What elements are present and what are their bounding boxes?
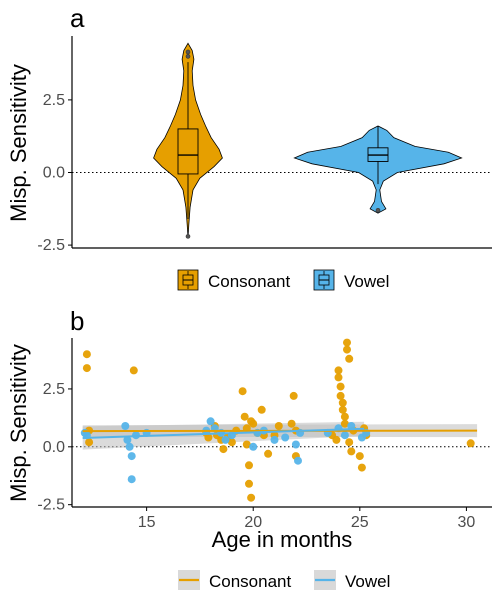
panel-a-legend: Consonant Vowel (177, 269, 389, 291)
data-point-consonant (82, 350, 91, 359)
panel-b-x-tick-label: 25 (351, 514, 369, 531)
data-point-consonant (287, 419, 296, 428)
data-point-vowel (127, 452, 136, 461)
data-point-consonant (334, 373, 343, 382)
data-point-vowel (270, 435, 279, 444)
data-point-consonant (466, 439, 475, 448)
panel-b-letter: b (70, 306, 84, 336)
panel-a-y-tick-label: -2.5 (37, 237, 65, 254)
data-point-consonant (357, 463, 366, 472)
data-point-consonant (219, 445, 228, 454)
data-point-consonant (82, 364, 91, 373)
data-point-consonant (204, 433, 213, 442)
trend-line-vowel (82, 427, 365, 440)
legend-b-consonant-label: Consonant (209, 572, 292, 591)
data-point-consonant (289, 391, 298, 400)
data-point-consonant (257, 405, 266, 414)
data-point-consonant (245, 479, 253, 488)
data-point-vowel (291, 440, 300, 449)
data-point-vowel (281, 433, 290, 442)
data-point-vowel (123, 435, 132, 444)
data-point-consonant (264, 449, 273, 458)
data-point-consonant (338, 398, 347, 407)
data-point-consonant (336, 391, 345, 400)
boxplot-outlier-vowel (375, 207, 381, 213)
panel-b-legend: Consonant Vowel (178, 570, 390, 591)
panel-b-plot: -2.5 0.0 2.5 15 20 25 30 (37, 338, 492, 531)
panel-a-y-axis-title: Misp. Sensitivity (6, 64, 31, 222)
legend-a-consonant-label: Consonant (208, 272, 291, 291)
data-point-consonant (245, 461, 253, 470)
data-point-vowel (127, 475, 136, 484)
data-point-consonant (242, 440, 251, 449)
data-point-vowel (347, 422, 356, 430)
panel-b-x-tick-label: 15 (138, 514, 156, 531)
data-point-vowel (125, 442, 134, 451)
legend-b-vowel-label: Vowel (345, 572, 390, 591)
boxplot-box-consonant (177, 128, 199, 175)
data-point-consonant (129, 366, 138, 375)
data-point-consonant (227, 438, 236, 447)
data-point-consonant (345, 354, 354, 363)
data-point-consonant (85, 438, 94, 447)
panel-a-letter: a (70, 3, 85, 33)
data-point-vowel (121, 422, 130, 430)
data-point-consonant (332, 435, 341, 444)
data-point-consonant (238, 387, 247, 396)
data-point-consonant (343, 338, 351, 347)
data-point-consonant (247, 493, 256, 502)
data-point-consonant (336, 382, 345, 391)
data-point-consonant (340, 419, 349, 428)
data-point-consonant (274, 422, 283, 430)
data-point-consonant (347, 447, 356, 456)
data-point-consonant (345, 438, 354, 447)
panel-b-y-tick-label: 2.5 (43, 381, 65, 398)
panel-b-y-tick-label: 0.0 (43, 439, 65, 456)
panel-b-x-tick-label: 20 (244, 514, 262, 531)
data-point-consonant (355, 452, 364, 461)
boxplot-outlier-consonant (185, 49, 191, 55)
data-point-vowel (294, 456, 302, 465)
data-point-consonant (340, 412, 349, 421)
panel-b-x-tick-label: 30 (458, 514, 476, 531)
boxplot-outlier-consonant (185, 234, 191, 239)
panel-a-y-tick-label: 0.0 (43, 164, 65, 181)
data-point-vowel (249, 442, 258, 451)
panel-b-y-tick-label: -2.5 (37, 497, 65, 514)
panel-b-y-axis-title: Misp. Sensitivity (6, 344, 31, 502)
legend-a-vowel-label: Vowel (344, 272, 389, 291)
data-point-vowel (221, 435, 230, 444)
boxplot-outlier-consonant (185, 54, 191, 59)
data-point-consonant (249, 419, 258, 428)
panel-b-x-axis-title: Age in months (212, 527, 353, 552)
data-point-consonant (240, 412, 249, 421)
data-point-vowel (340, 431, 349, 440)
panel-a-y-tick-label: 2.5 (43, 92, 65, 109)
panel-a-plot: -2.5 0.0 2.5 (37, 36, 492, 254)
data-point-vowel (206, 417, 215, 426)
data-point-consonant (343, 345, 351, 354)
data-point-consonant (338, 405, 347, 414)
data-point-consonant (334, 366, 343, 375)
